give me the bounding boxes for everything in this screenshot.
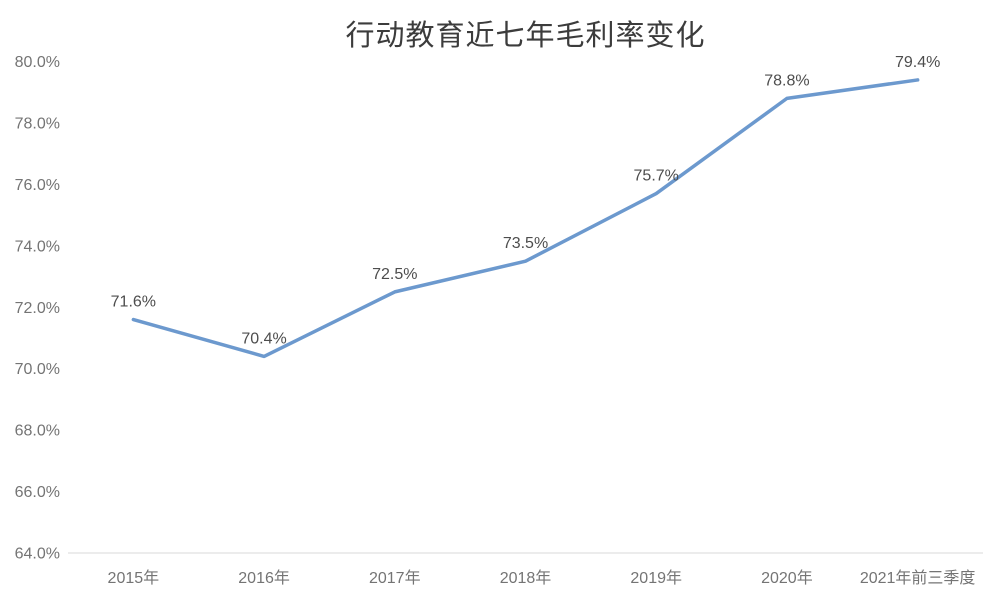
y-axis-tick-label: 76.0%: [15, 177, 60, 194]
data-label: 75.7%: [634, 168, 679, 185]
x-axis-tick-label: 2019年: [630, 569, 682, 587]
y-axis-tick-label: 72.0%: [15, 300, 60, 317]
x-axis-tick-label: 2020年: [761, 569, 813, 587]
x-axis-tick-label: 2017年: [369, 569, 421, 587]
y-axis-tick-label: 78.0%: [15, 115, 60, 132]
chart-title: 行动教育近七年毛利率变化: [345, 20, 706, 52]
x-axis-tick-label: 2015年: [108, 569, 160, 587]
y-axis-tick-label: 66.0%: [15, 484, 60, 501]
data-label: 72.5%: [372, 266, 417, 283]
y-axis-tick-label: 70.0%: [15, 361, 60, 378]
y-axis-tick-label: 64.0%: [15, 546, 60, 563]
x-axis-tick-label: 2021年前三季度: [860, 569, 976, 587]
y-axis-tick-label: 68.0%: [15, 423, 60, 440]
data-label: 79.4%: [895, 54, 940, 71]
data-label: 70.4%: [241, 330, 286, 347]
data-label: 73.5%: [503, 235, 548, 252]
data-label: 78.8%: [764, 72, 809, 89]
data-label: 71.6%: [111, 294, 156, 311]
x-axis-tick-label: 2016年: [238, 569, 290, 587]
x-axis-tick-label: 2018年: [500, 569, 552, 587]
y-axis-tick-label: 74.0%: [15, 238, 60, 255]
y-axis-tick-label: 80.0%: [15, 54, 60, 71]
series-line: [131, 78, 920, 359]
